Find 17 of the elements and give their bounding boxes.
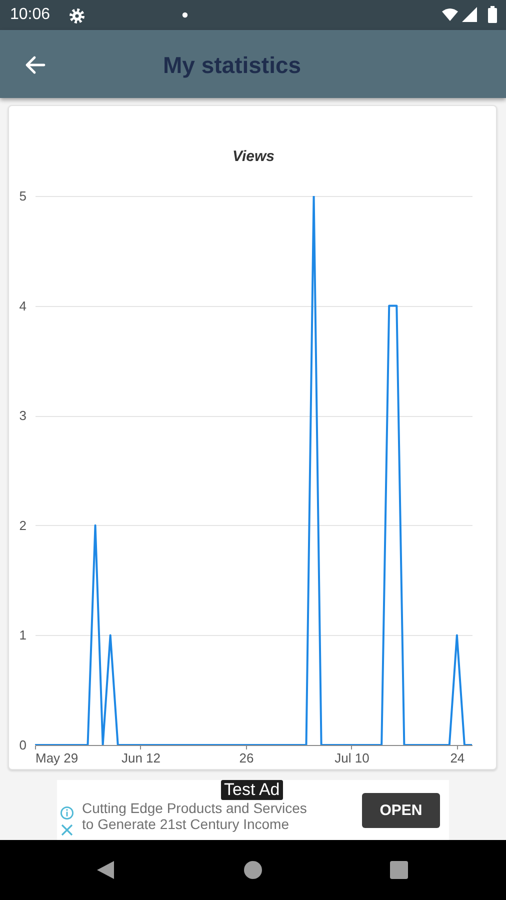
ad-button: OPEN bbox=[362, 793, 440, 828]
y-tick-label: 3 bbox=[19, 408, 26, 424]
chart-title: Views bbox=[232, 148, 274, 165]
x-tick-label: Jul 10 bbox=[334, 750, 370, 766]
x-tick-label: Jun 12 bbox=[121, 750, 161, 766]
x-tick-label: 26 bbox=[239, 750, 254, 766]
y-tick-label: 2 bbox=[19, 518, 26, 533]
text: My statistics bbox=[163, 51, 302, 80]
y-tick-label: 4 bbox=[19, 298, 26, 314]
x-tick-label: May 29 bbox=[36, 750, 78, 766]
y-tick-label: 0 bbox=[19, 738, 26, 752]
y-tick-label: 5 bbox=[19, 188, 26, 204]
x-tick-label: 24 bbox=[450, 750, 465, 766]
text: Test Ad bbox=[221, 780, 283, 800]
y-tick-label: 1 bbox=[19, 628, 26, 643]
text: Cutting Edge Products and Services to Generate 21st Century Income bbox=[82, 800, 308, 832]
text: 10:06 bbox=[10, 6, 50, 24]
